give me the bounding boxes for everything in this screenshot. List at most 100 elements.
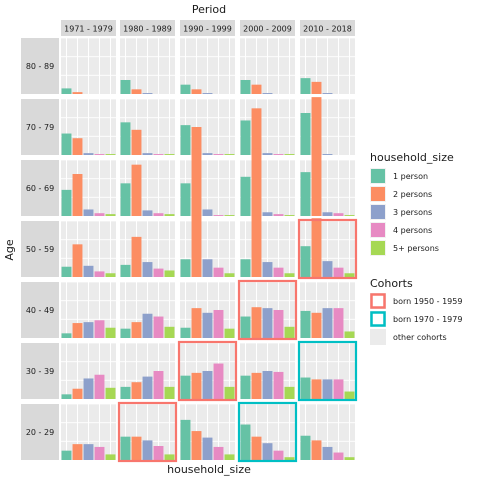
panel-60-69-2000-2009	[240, 148, 295, 216]
bar-2-persons	[131, 322, 142, 338]
legend-key-born-1950-1959	[370, 293, 386, 309]
bar-2-persons	[72, 174, 83, 216]
bar-1-person	[61, 88, 72, 94]
bar-3-persons	[202, 437, 213, 460]
panel-30-39-1971-1979	[61, 342, 116, 399]
legend-label-2-persons: 2 persons	[393, 190, 432, 199]
panel-70-79-1990-1999	[180, 98, 235, 155]
bar-2-persons	[131, 129, 142, 155]
panel-30-39-1990-1999	[180, 342, 235, 399]
bar-4-persons	[273, 371, 284, 399]
bar-1-person	[120, 122, 131, 155]
panel-20-29-2000-2009	[240, 403, 295, 460]
bar-5-persons	[284, 457, 295, 460]
bar-2-persons	[191, 372, 202, 399]
bar-2-persons	[251, 215, 262, 277]
bar-3-persons	[142, 440, 153, 460]
bar-1-person	[180, 125, 191, 155]
bar-5-persons	[284, 154, 295, 155]
legend-key-5-persons	[371, 241, 385, 255]
row-strip-label: 80 - 89	[26, 62, 54, 71]
bar-3-persons	[142, 153, 153, 155]
bar-3-persons	[322, 308, 333, 338]
bar-1-person	[180, 327, 191, 338]
bar-3-persons	[262, 212, 273, 216]
panel-70-79-2010-2018	[300, 97, 355, 155]
bar-3-persons	[262, 308, 273, 338]
row-strip-30-39	[21, 343, 59, 399]
bar-4-persons	[94, 213, 105, 216]
panel-grid: 1971 - 1979 1980 - 1989 1990 - 1999 2000 - …	[21, 20, 358, 463]
panel-60-69-2010-2018	[300, 146, 355, 216]
bar-5-persons	[105, 327, 116, 338]
bar-3-persons	[202, 259, 213, 277]
facet-col-title: Period	[192, 3, 226, 16]
bar-1-person	[300, 113, 311, 155]
bar-3-persons	[262, 371, 273, 399]
col-strip-2010-2018	[300, 20, 355, 36]
bar-1-person	[240, 316, 251, 338]
bar-3-persons	[202, 93, 213, 94]
bar-2-persons	[311, 312, 322, 338]
bar-5-persons	[164, 270, 175, 277]
bar-4-persons	[273, 450, 284, 460]
bar-2-persons	[251, 372, 262, 399]
bar-5-persons	[164, 154, 175, 155]
bar-4-persons	[333, 308, 344, 338]
bar-1-person	[300, 435, 311, 460]
bar-5-persons	[164, 386, 175, 399]
panel-70-79-1980-1989	[120, 98, 175, 155]
row-strip-20-29	[21, 404, 59, 460]
bar-5-persons	[164, 214, 175, 216]
bar-2-persons	[191, 148, 202, 216]
bar-2-persons	[311, 440, 322, 460]
cohort-highlight-born-1950-1959	[297, 218, 358, 280]
bar-2-persons	[72, 92, 83, 94]
legend-key-3-persons	[371, 205, 385, 219]
bar-4-persons	[273, 154, 284, 155]
bar-2-persons	[191, 431, 202, 460]
legend-label-5-persons: 5+ persons	[393, 244, 439, 253]
bar-3-persons	[142, 313, 153, 338]
bar-4-persons	[273, 267, 284, 277]
bar-5-persons	[224, 386, 235, 399]
row-strip-label: 40 - 49	[26, 306, 54, 315]
bar-2-persons	[311, 379, 322, 399]
panel-30-39-1980-1989	[120, 342, 175, 399]
bar-1-person	[300, 246, 311, 277]
bar-2-persons	[72, 444, 83, 460]
row-strip-70-79	[21, 99, 59, 155]
col-strip-1980-1989	[120, 20, 175, 36]
facet-row-title: Age	[3, 239, 16, 261]
bar-4-persons	[153, 154, 164, 155]
bar-3-persons	[83, 153, 94, 155]
bar-5-persons	[284, 273, 295, 277]
bar-4-persons	[94, 154, 105, 155]
bar-4-persons	[153, 371, 164, 399]
cohort-highlight-born-1950-1959	[117, 401, 178, 463]
panel-30-39-2000-2009	[240, 342, 295, 399]
bar-5-persons	[224, 328, 235, 338]
bar-3-persons	[322, 212, 333, 216]
bar-3-persons	[83, 322, 94, 338]
bar-2-persons	[311, 97, 322, 155]
bar-1-person	[61, 189, 72, 216]
bar-4-persons	[153, 316, 164, 338]
legend-label-born-1950-1959: born 1950 - 1959	[393, 297, 462, 306]
bar-4-persons	[94, 320, 105, 338]
panel-20-29-2010-2018	[300, 403, 355, 460]
bar-5-persons	[284, 386, 295, 399]
col-strip-label: 1971 - 1979	[64, 25, 113, 34]
col-strip-label: 2000 - 2009	[243, 25, 292, 34]
bar-4-persons	[333, 267, 344, 277]
bar-3-persons	[262, 153, 273, 155]
cohort-highlight-born-1970-1979	[237, 401, 298, 463]
bar-3-persons	[142, 376, 153, 399]
panel-20-29-1971-1979	[61, 403, 116, 460]
bar-5-persons	[344, 391, 355, 399]
bar-1-person	[240, 375, 251, 399]
bar-5-persons	[344, 215, 355, 216]
bar-1-person	[180, 259, 191, 277]
bar-2-persons	[311, 218, 322, 277]
panel-60-69-1980-1989	[120, 159, 175, 216]
